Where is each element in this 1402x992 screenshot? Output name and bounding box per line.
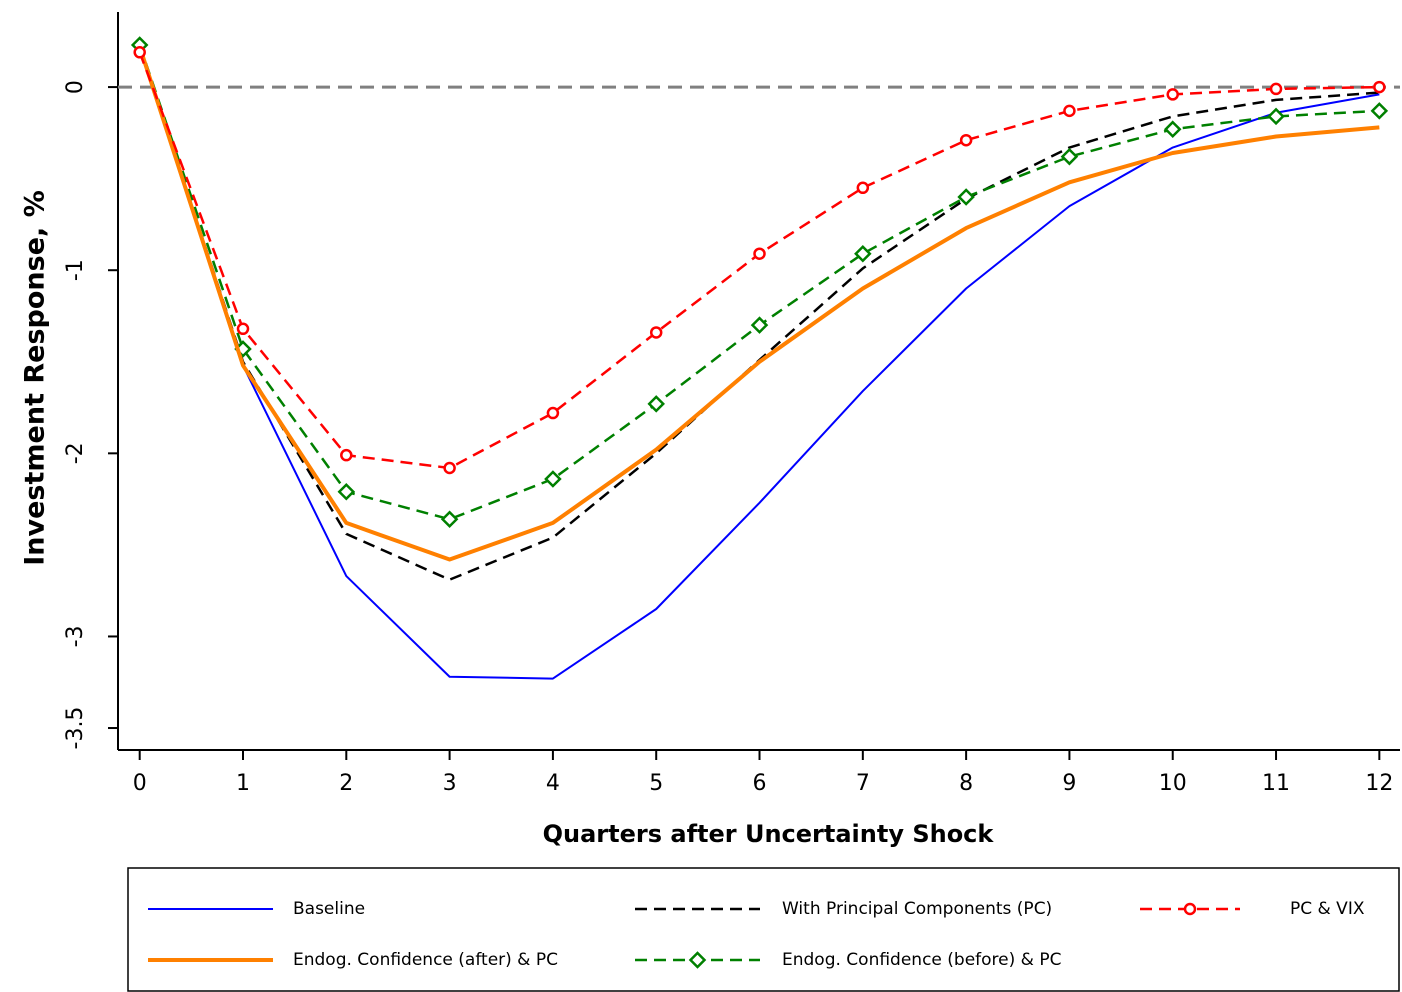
marker xyxy=(753,247,766,260)
marker xyxy=(337,483,356,501)
legend-label: Endog. Confidence (after) & PC xyxy=(293,950,558,970)
marker xyxy=(1063,104,1076,118)
series-line xyxy=(138,46,1380,680)
x-tick-label: 0 xyxy=(133,771,147,796)
marker xyxy=(649,326,663,339)
marker xyxy=(1373,80,1386,94)
x-tick-label: 11 xyxy=(1262,771,1290,796)
marker xyxy=(1060,147,1079,166)
marker xyxy=(1269,82,1283,96)
y-tick-label: -2 xyxy=(63,442,88,464)
x-tick-label: 12 xyxy=(1365,771,1393,796)
marker xyxy=(440,510,459,529)
y-tick-label: 0 xyxy=(63,80,88,94)
marker xyxy=(750,316,769,334)
marker xyxy=(1267,107,1285,126)
marker xyxy=(647,395,665,413)
x-axis-title: Quarters after Uncertainty Shock xyxy=(543,820,995,848)
marker xyxy=(443,461,456,475)
marker xyxy=(1166,88,1179,101)
legend-label: Baseline xyxy=(293,899,365,919)
y-tick-label: -3.5 xyxy=(63,707,88,750)
marker xyxy=(854,244,872,263)
marker xyxy=(236,322,250,336)
legend-label: PC & VIX xyxy=(1290,899,1365,919)
series-line xyxy=(137,46,1380,562)
marker xyxy=(688,951,707,969)
x-tick-label: 2 xyxy=(339,771,353,796)
marker xyxy=(546,406,560,420)
marker xyxy=(856,181,870,195)
marker xyxy=(1163,120,1182,138)
marker xyxy=(959,133,973,147)
x-tick-label: 8 xyxy=(959,771,973,796)
y-axis-title: Investment Response, % xyxy=(20,190,51,566)
legend-box xyxy=(127,867,1400,992)
x-tick-label: 1 xyxy=(236,771,250,796)
legend-label: Endog. Confidence (before) & PC xyxy=(782,950,1061,970)
marker xyxy=(1183,902,1197,916)
marker xyxy=(957,188,975,206)
marker xyxy=(133,46,146,59)
x-tick-label: 4 xyxy=(546,771,560,796)
x-tick-label: 10 xyxy=(1159,771,1187,796)
x-tick-label: 7 xyxy=(856,771,870,796)
marker xyxy=(1370,102,1389,120)
x-tick-label: 6 xyxy=(753,771,767,796)
x-tick-label: 5 xyxy=(649,771,663,796)
x-tick-label: 9 xyxy=(1062,771,1076,796)
series-line xyxy=(138,51,1380,470)
x-tick-label: 3 xyxy=(443,771,457,796)
y-tick-label: -1 xyxy=(63,259,88,281)
legend-label: With Principal Components (PC) xyxy=(782,899,1052,919)
marker xyxy=(340,448,353,462)
marker xyxy=(544,470,562,488)
y-tick-label: -3 xyxy=(63,625,88,647)
series-line xyxy=(138,44,1380,521)
